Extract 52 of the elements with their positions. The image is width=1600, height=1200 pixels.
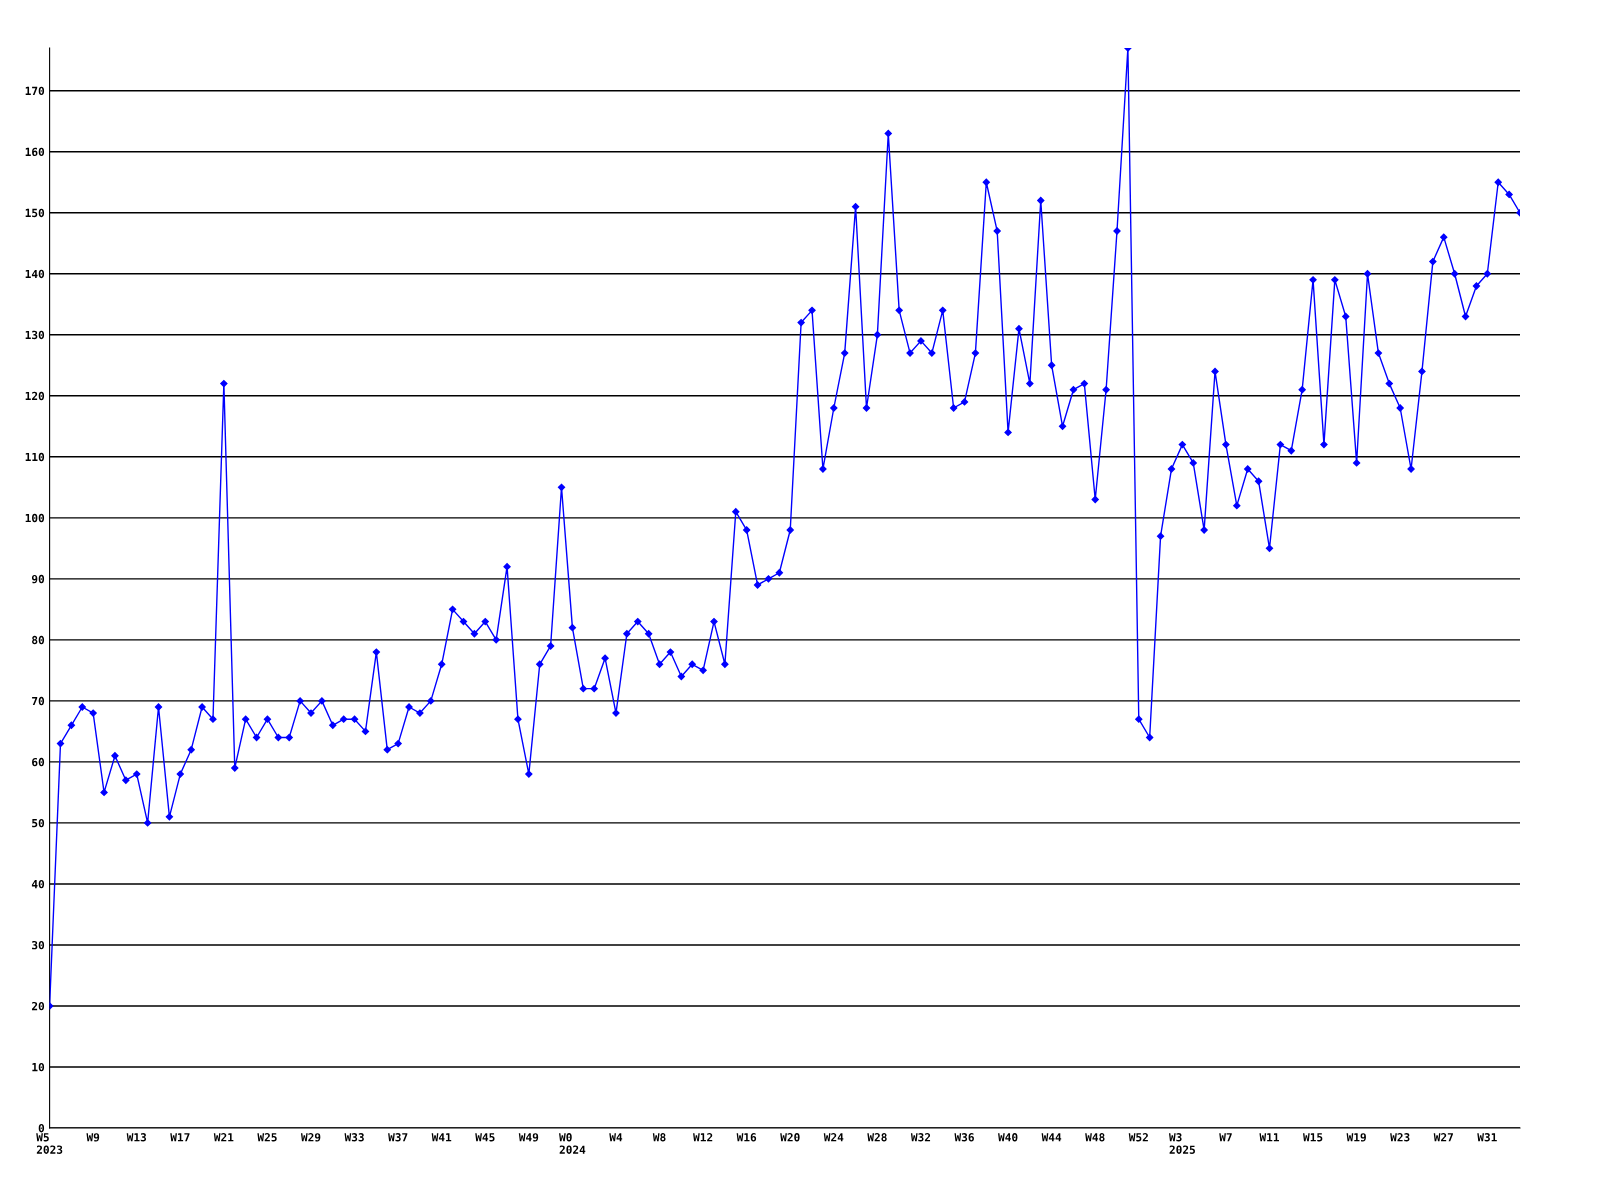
x-tick-label: W16 [736, 1133, 757, 1142]
y-tick-label: 80 [32, 635, 45, 645]
x-tick-label: W25 [257, 1133, 277, 1142]
x-tick-label: W48 [1085, 1133, 1105, 1142]
x-tick-label: W13 [126, 1133, 147, 1142]
x-tick-label: W4 [609, 1133, 623, 1142]
x-tick-label: W3 2025 [1168, 1133, 1195, 1154]
x-tick-label: W29 [300, 1133, 321, 1142]
x-tick-label: W21 [213, 1133, 234, 1142]
y-tick-label: 40 [31, 879, 45, 889]
y-tick-label: 120 [25, 391, 45, 401]
x-tick-label: W27 [1433, 1133, 1453, 1142]
y-tick-label: 50 [32, 818, 45, 828]
x-tick-label: W52 [1128, 1133, 1148, 1142]
x-tick-label: W31 [1477, 1133, 1497, 1142]
x-tick-label: W12 [693, 1133, 713, 1142]
y-tick-label: 30 [32, 940, 45, 950]
y-tick-label: 140 [25, 269, 45, 279]
y-tick-label: 0 [38, 1123, 45, 1133]
y-tick-label: 70 [32, 696, 45, 706]
x-tick-label: W24 [823, 1133, 844, 1142]
x-tick-label: W28 [867, 1133, 887, 1142]
x-tick-label: W11 [1259, 1133, 1279, 1142]
x-tick-label: W40 [998, 1133, 1018, 1142]
x-tick-label: W32 [910, 1133, 931, 1142]
x-tick-label: W33 [344, 1133, 364, 1142]
x-tick-label: W37 [388, 1133, 408, 1142]
x-tick-label: W20 [780, 1133, 800, 1142]
y-tick-label: 10 [32, 1062, 45, 1072]
x-tick-label: W7 [1219, 1133, 1232, 1142]
y-tick-label: 150 [25, 208, 45, 218]
x-tick-label: W0 2024 [559, 1133, 586, 1154]
y-tick-label: 60 [32, 757, 45, 767]
x-tick-label: W44 [1041, 1133, 1062, 1142]
x-tick-label: W36 [954, 1133, 974, 1142]
x-tick-label: W9 [86, 1133, 100, 1142]
y-tick-label: 90 [31, 574, 45, 584]
x-tick-label: W17 [170, 1133, 190, 1142]
x-tick-label: W5 2023 [36, 1133, 63, 1154]
y-tick-label: 130 [25, 330, 45, 340]
x-tick-label: W49 [518, 1133, 539, 1142]
x-tick-label: W8 [652, 1133, 666, 1142]
x-tick-label: W15 [1303, 1133, 1323, 1142]
y-tick-label: 100 [25, 513, 45, 523]
y-tick-label: 170 [25, 86, 45, 96]
x-tick-label: W19 [1346, 1133, 1366, 1142]
x-tick-label: W41 [431, 1133, 452, 1142]
x-tick-label: W23 [1390, 1133, 1410, 1142]
y-tick-label: 160 [25, 147, 45, 157]
x-tick-label: W45 [475, 1133, 495, 1142]
y-tick-label: 110 [25, 452, 45, 462]
y-tick-label: 20 [31, 1001, 45, 1011]
